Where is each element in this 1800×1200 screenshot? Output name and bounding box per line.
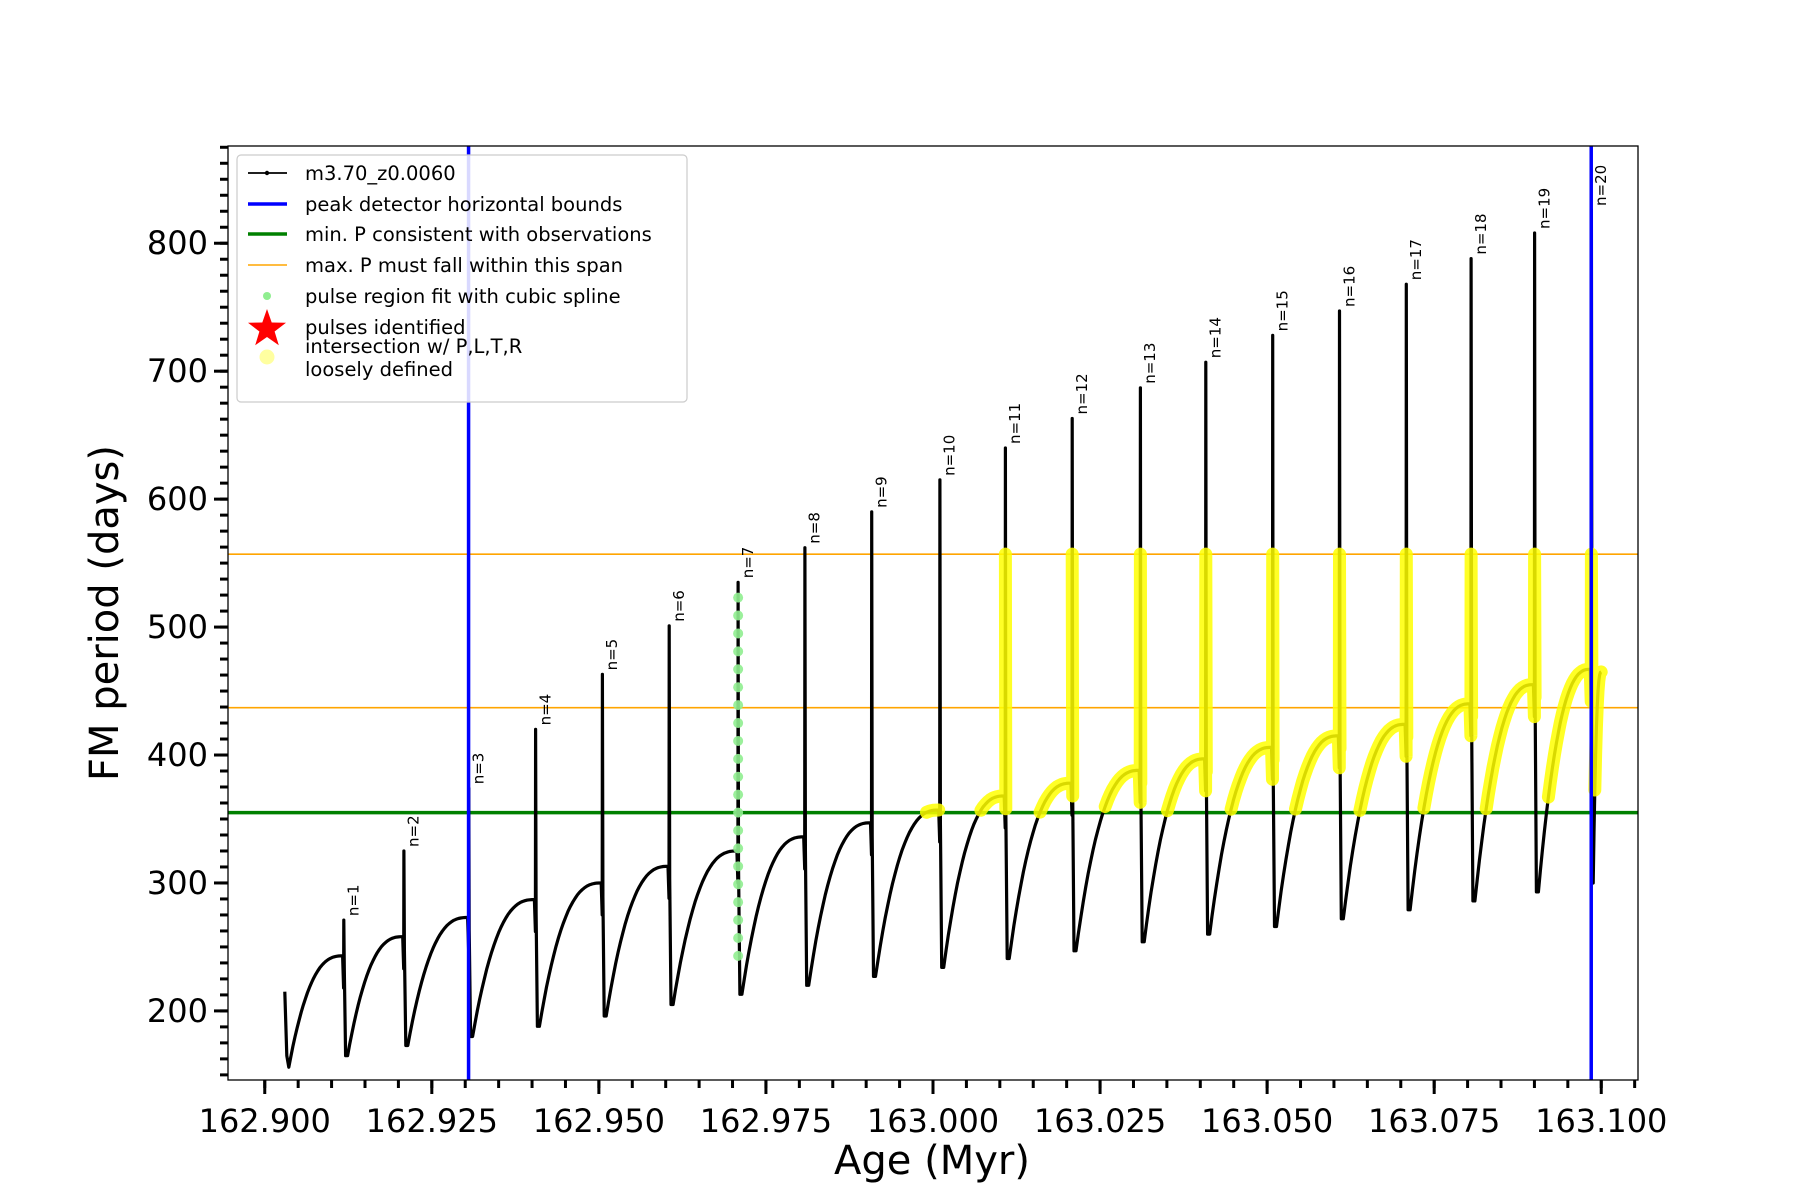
spline-fit-point [733, 771, 744, 782]
spline-fit-point [733, 682, 744, 693]
legend-box [236, 154, 688, 403]
pulse-label: n=5 [603, 639, 621, 671]
x-tick-label: 163.000 [867, 1102, 999, 1140]
legend-label: max. P must fall within this span [305, 254, 623, 277]
legend-marker-star [248, 309, 286, 346]
pulse-label: n=2 [405, 815, 423, 847]
legend-marker-dot [263, 292, 271, 300]
spline-fit-point [733, 932, 744, 943]
legend-marker-dot [264, 170, 270, 176]
pulse-label: n=7 [739, 547, 757, 579]
y-tick-label: 400 [147, 736, 208, 774]
pulse-label: n=13 [1141, 343, 1159, 384]
track-line [283, 208, 1603, 1069]
pulse-label: n=18 [1472, 213, 1490, 254]
pulse-label: n=6 [670, 590, 688, 622]
legend-label: peak detector horizontal bounds [305, 193, 622, 216]
y-tick-label: 500 [147, 608, 208, 646]
pulse-label: n=20 [1592, 165, 1610, 206]
pulse-label: n=9 [873, 476, 891, 508]
spline-fit-point [733, 879, 744, 890]
spline-fit-point [733, 664, 744, 675]
y-tick-label: 300 [147, 864, 208, 902]
spline-fit-point [733, 610, 744, 621]
pulse-labels: n=1 n=2 n=3 n=4 n=5 n=6 n=7 n=8 n=9 n=10 n=11 n=12 n… [345, 165, 1611, 916]
pulse-label: n=8 [806, 512, 824, 544]
x-tick-label: 163.025 [1034, 1102, 1166, 1140]
pulse-label: n=19 [1535, 188, 1553, 229]
y-tick-label: 200 [147, 992, 208, 1030]
spline-fit-point [733, 646, 744, 657]
pulse-label: n=12 [1073, 373, 1091, 414]
spline-fit-point [733, 592, 744, 603]
evolution-track [283, 208, 1603, 1069]
legend-label-line2: loosely defined [305, 358, 453, 381]
spline-fit-point [733, 735, 744, 746]
y-axis-title: FM period (days) [82, 445, 128, 781]
x-tick-label: 162.900 [199, 1102, 331, 1140]
spline-fit-point [733, 843, 744, 854]
spline-fit-point [733, 950, 744, 961]
legend-label: m3.70_z0.0060 [305, 162, 456, 185]
spline-fit-point [733, 807, 744, 818]
x-tick-label: 162.925 [366, 1102, 498, 1140]
legend-label: intersection w/ P,L,T,R [305, 335, 522, 358]
x-tick-label: 162.975 [700, 1102, 832, 1140]
spline-fit-point [733, 897, 744, 908]
legend-marker-dot [259, 349, 275, 365]
spline-fit-point [733, 753, 744, 764]
pulse-label: n=10 [941, 435, 959, 476]
x-tick-label: 163.050 [1201, 1102, 1333, 1140]
legend-label: pulse region fit with cubic spline [305, 285, 621, 308]
pulse-label: n=1 [345, 884, 363, 916]
pulse-label: n=17 [1407, 239, 1425, 280]
x-axis-title: Age (Myr) [834, 1138, 1030, 1184]
spline-fit-point [733, 789, 744, 800]
y-tick-label: 700 [147, 352, 208, 390]
pulse-label: n=16 [1340, 266, 1358, 307]
legend-label: min. P consistent with observations [305, 223, 652, 246]
spline-fit-point [733, 700, 744, 711]
spline-fit-point [733, 915, 744, 926]
y-axis: 200 300 400 500 600 700 800 [147, 145, 228, 1077]
x-tick-label: 163.100 [1535, 1102, 1667, 1140]
pulse-label: n=3 [470, 753, 488, 785]
pulse-label: n=11 [1006, 403, 1024, 444]
x-axis: 162.900 162.925 162.950 162.975 163.000 163.0… [199, 1080, 1667, 1140]
intersection-band [920, 547, 1608, 819]
y-tick-label: 800 [147, 224, 208, 262]
spline-fit-point [733, 861, 744, 872]
intersection-highlights [733, 547, 1608, 961]
spline-fit-point [733, 628, 744, 639]
pulse-label: n=14 [1207, 317, 1225, 358]
y-tick-label: 600 [147, 480, 208, 518]
legend-label: pulses identified [305, 316, 466, 339]
x-tick-label: 162.950 [533, 1102, 665, 1140]
spline-fit-point [733, 718, 744, 729]
pulse-label: n=4 [536, 694, 554, 726]
pulse-label: n=15 [1274, 290, 1292, 331]
x-tick-label: 163.075 [1368, 1102, 1500, 1140]
spline-fit-point [733, 825, 744, 836]
